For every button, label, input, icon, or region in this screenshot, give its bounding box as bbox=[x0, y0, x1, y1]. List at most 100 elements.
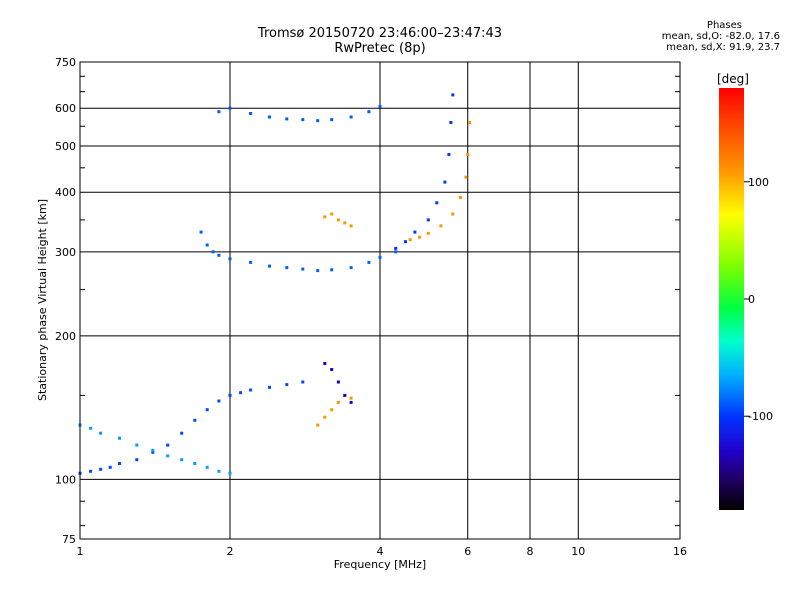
data-point bbox=[301, 380, 305, 384]
data-point bbox=[199, 230, 203, 234]
data-point bbox=[166, 443, 170, 447]
data-point bbox=[336, 218, 340, 222]
data-point bbox=[217, 110, 221, 114]
data-point bbox=[249, 388, 253, 392]
data-point bbox=[394, 250, 398, 254]
data-point bbox=[418, 235, 421, 239]
data-point bbox=[426, 218, 430, 222]
data-point bbox=[435, 201, 439, 205]
data-point bbox=[349, 400, 353, 404]
data-point bbox=[151, 449, 155, 452]
x-tick-label: 16 bbox=[673, 545, 687, 558]
data-point bbox=[449, 121, 453, 124]
data-point bbox=[330, 408, 334, 412]
data-point bbox=[466, 153, 470, 156]
phase-stats-heading: Phases bbox=[706, 20, 742, 31]
colorbar-tick-label: 0 bbox=[748, 293, 755, 306]
data-point bbox=[330, 118, 334, 122]
data-point bbox=[343, 221, 347, 225]
data-point bbox=[108, 465, 112, 469]
data-point bbox=[413, 230, 417, 234]
data-point bbox=[239, 391, 243, 395]
data-point bbox=[99, 467, 103, 471]
x-axis-label: Frequency [MHz] bbox=[334, 558, 426, 571]
data-point bbox=[426, 231, 430, 235]
data-point bbox=[349, 224, 353, 228]
y-tick-label: 600 bbox=[55, 102, 76, 115]
data-point bbox=[268, 264, 271, 268]
data-point bbox=[367, 110, 371, 114]
data-point bbox=[336, 400, 340, 404]
data-point bbox=[447, 153, 451, 156]
data-point bbox=[323, 215, 327, 219]
data-point bbox=[228, 106, 232, 110]
colorbar-tick-label: -100 bbox=[748, 410, 773, 423]
data-point bbox=[330, 368, 334, 371]
y-tick-label: 400 bbox=[55, 186, 76, 199]
data-point bbox=[451, 93, 455, 97]
data-point bbox=[166, 454, 170, 458]
data-point bbox=[316, 269, 320, 273]
phase-stats-o: mean, sd,O: -82.0, 17.6 bbox=[661, 31, 780, 42]
data-point bbox=[217, 253, 221, 257]
colorbar-unit-label: [deg] bbox=[717, 72, 749, 86]
data-point bbox=[443, 180, 447, 184]
x-tick-label: 1 bbox=[77, 545, 84, 558]
y-tick-label: 500 bbox=[55, 140, 76, 153]
chart-subtitle: RwPretec (8p) bbox=[334, 41, 426, 56]
data-point bbox=[349, 396, 353, 400]
data-point bbox=[249, 260, 253, 264]
data-point bbox=[249, 112, 253, 115]
data-point bbox=[180, 431, 184, 435]
y-tick-label: 75 bbox=[62, 533, 76, 546]
data-point bbox=[464, 175, 468, 179]
x-tick-label: 2 bbox=[227, 545, 234, 558]
data-point bbox=[439, 224, 443, 228]
x-tick-label: 8 bbox=[527, 545, 534, 558]
data-point bbox=[268, 385, 271, 389]
x-tick-label: 4 bbox=[377, 545, 384, 558]
data-point bbox=[316, 119, 320, 123]
y-axis-ticks: 75 100 200 300 400 500 600 750 bbox=[55, 56, 680, 546]
x-tick-label: 10 bbox=[571, 545, 585, 558]
data-point bbox=[323, 415, 327, 419]
data-point bbox=[118, 462, 121, 465]
data-point bbox=[349, 266, 353, 270]
scatter-points bbox=[78, 93, 471, 475]
data-point bbox=[394, 246, 398, 250]
data-point bbox=[217, 469, 221, 473]
y-tick-label: 300 bbox=[55, 246, 76, 259]
data-point bbox=[285, 383, 289, 387]
plot-frame bbox=[79, 61, 681, 540]
data-point bbox=[367, 260, 371, 264]
data-point bbox=[118, 436, 121, 440]
phase-stats: Phases mean, sd,O: -82.0, 17.6 mean, sd,… bbox=[570, 20, 780, 53]
data-point bbox=[151, 450, 155, 454]
chart-title: Tromsø 20150720 23:46:00–23:47:43 bbox=[257, 26, 503, 41]
data-point bbox=[135, 458, 139, 462]
y-tick-label: 100 bbox=[55, 473, 76, 486]
data-point bbox=[301, 267, 305, 271]
data-point bbox=[451, 212, 455, 216]
data-point bbox=[468, 121, 471, 124]
data-point bbox=[89, 469, 93, 473]
y-tick-label: 200 bbox=[55, 330, 76, 343]
data-point bbox=[205, 408, 209, 412]
data-point bbox=[330, 268, 334, 272]
colorbar-tick-label: 100 bbox=[748, 176, 769, 189]
data-point bbox=[408, 238, 412, 242]
data-point bbox=[343, 393, 347, 397]
data-point bbox=[285, 117, 289, 121]
data-point bbox=[404, 240, 407, 244]
x-axis-ticks: 1 2 4 6 8 10 16 bbox=[77, 545, 688, 558]
data-point bbox=[211, 250, 215, 254]
data-point bbox=[135, 443, 139, 447]
data-point bbox=[268, 115, 271, 119]
data-point bbox=[228, 257, 232, 261]
data-point bbox=[228, 471, 232, 475]
data-point bbox=[99, 431, 103, 435]
y-axis-label: Stationary phase Virtual Height [km] bbox=[36, 199, 49, 401]
data-point bbox=[193, 462, 197, 465]
data-point bbox=[323, 362, 327, 365]
